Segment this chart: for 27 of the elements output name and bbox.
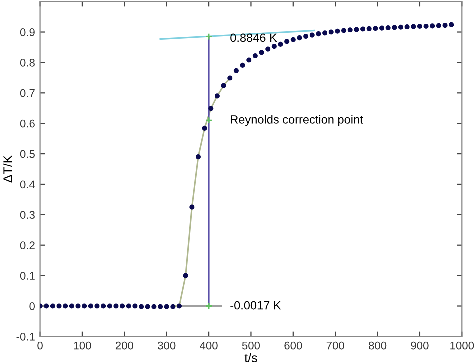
x-tick-label: 500 xyxy=(242,342,260,350)
x-tick-label: 100 xyxy=(74,342,92,350)
y-tick-label: 0.9 xyxy=(20,28,35,36)
x-tick-label: 0 xyxy=(38,342,43,350)
y-tick-label: -0.1 xyxy=(16,332,35,341)
x-tick-label: 200 xyxy=(116,342,134,350)
y-tick-label: 0.7 xyxy=(20,89,35,98)
annotation: Reynolds correction point xyxy=(231,115,364,126)
y-tick-label: 0.8 xyxy=(20,58,35,67)
annotation: -0.0017 K xyxy=(230,301,282,310)
y-tick-label: 0.2 xyxy=(20,242,35,250)
x-tick-label: 1000 xyxy=(450,342,474,350)
y-axis-title: ΔT/K xyxy=(3,156,12,183)
x-tick-label: 900 xyxy=(411,342,429,350)
x-tick-label: 400 xyxy=(200,342,218,350)
x-tick-label: 300 xyxy=(158,342,176,350)
y-tick-label: 0.1 xyxy=(20,272,35,280)
y-tick-label: 0.4 xyxy=(20,180,36,189)
y-tick-label: 0.6 xyxy=(20,120,35,128)
x-tick-label: 700 xyxy=(326,342,344,350)
x-tick-label: 800 xyxy=(368,342,387,350)
y-tick-label: 0 xyxy=(30,302,35,310)
y-tick-label: 0.5 xyxy=(20,150,35,158)
x-tick-label: 600 xyxy=(284,342,302,350)
annotation: 0.8846 K xyxy=(230,34,278,42)
y-tick-label: 0.3 xyxy=(20,211,35,220)
x-axis-title: t/s xyxy=(244,353,258,362)
